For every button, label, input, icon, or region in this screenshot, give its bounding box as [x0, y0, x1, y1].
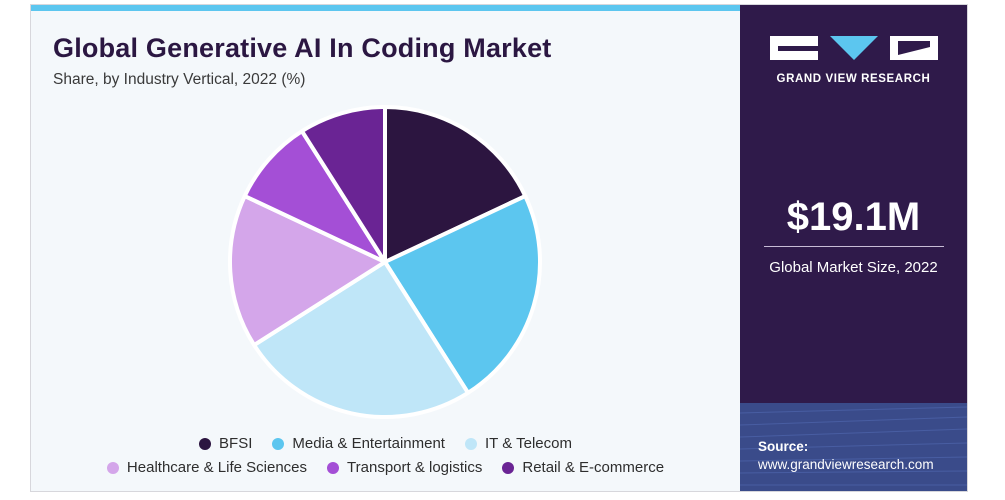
chart-title: Global Generative AI In Coding Market [53, 33, 552, 63]
pie-chart [228, 105, 542, 419]
legend-label: BFSI [219, 435, 253, 452]
infographic-card: Global Generative AI In Coding Market Sh… [30, 4, 968, 492]
legend-swatch [502, 461, 515, 474]
legend-item-retail: Retail & E-commerce [502, 459, 664, 476]
brand-name: GRAND VIEW RESEARCH [776, 73, 931, 85]
source-background-pattern [740, 403, 967, 491]
legend-label: IT & Telecom [484, 435, 572, 452]
legend-swatch [272, 437, 285, 450]
pie-slice-it-telecom [252, 260, 471, 419]
legend-label: Healthcare & Life Sciences [126, 459, 308, 476]
source-label: Source: [758, 439, 809, 454]
legend-item-it-telecom: IT & Telecom [464, 435, 572, 452]
legend-label: Transport & logistics [347, 459, 483, 476]
source-url: www.grandviewresearch.com [758, 457, 934, 472]
legend-label: Retail & E-commerce [522, 459, 665, 476]
accent-bar [31, 5, 740, 11]
legend-row: BFSI Media & Entertainment IT & Telecom [31, 435, 740, 452]
legend-item-healthcare: Healthcare & Life Sciences [106, 459, 308, 476]
legend-item-bfsi: BFSI [199, 435, 252, 452]
legend-swatch [464, 437, 477, 450]
pie-slice-healthcare-life-sciences [228, 194, 387, 348]
summary-panel: GRAND VIEW RESEARCH $19.1M Global Market… [740, 5, 967, 491]
chart-subtitle: Share, by Industry Vertical, 2022 (%) [53, 71, 306, 88]
legend-label: Media & Entertainment [292, 435, 445, 452]
market-size-value: $19.1M [786, 195, 921, 239]
pie-slice-media-entertainment [383, 194, 542, 395]
legend-item-media: Media & Entertainment [272, 435, 445, 452]
brand: GRAND VIEW RESEARCH [740, 27, 967, 87]
legend-swatch [327, 461, 340, 474]
market-size-label: Global Market Size, 2022 [769, 259, 938, 276]
gvr-logo-icon [770, 36, 938, 60]
pie-slice-bfsi [383, 105, 528, 264]
pie-slice-retail-e-commerce [299, 105, 387, 264]
legend-item-transport: Transport & logistics [327, 459, 482, 476]
legend-swatch [199, 437, 212, 450]
legend-swatch [106, 461, 119, 474]
chart-panel: Global Generative AI In Coding Market Sh… [31, 11, 740, 491]
legend-row: Healthcare & Life Sciences Transport & l… [31, 459, 740, 476]
divider [764, 246, 944, 247]
